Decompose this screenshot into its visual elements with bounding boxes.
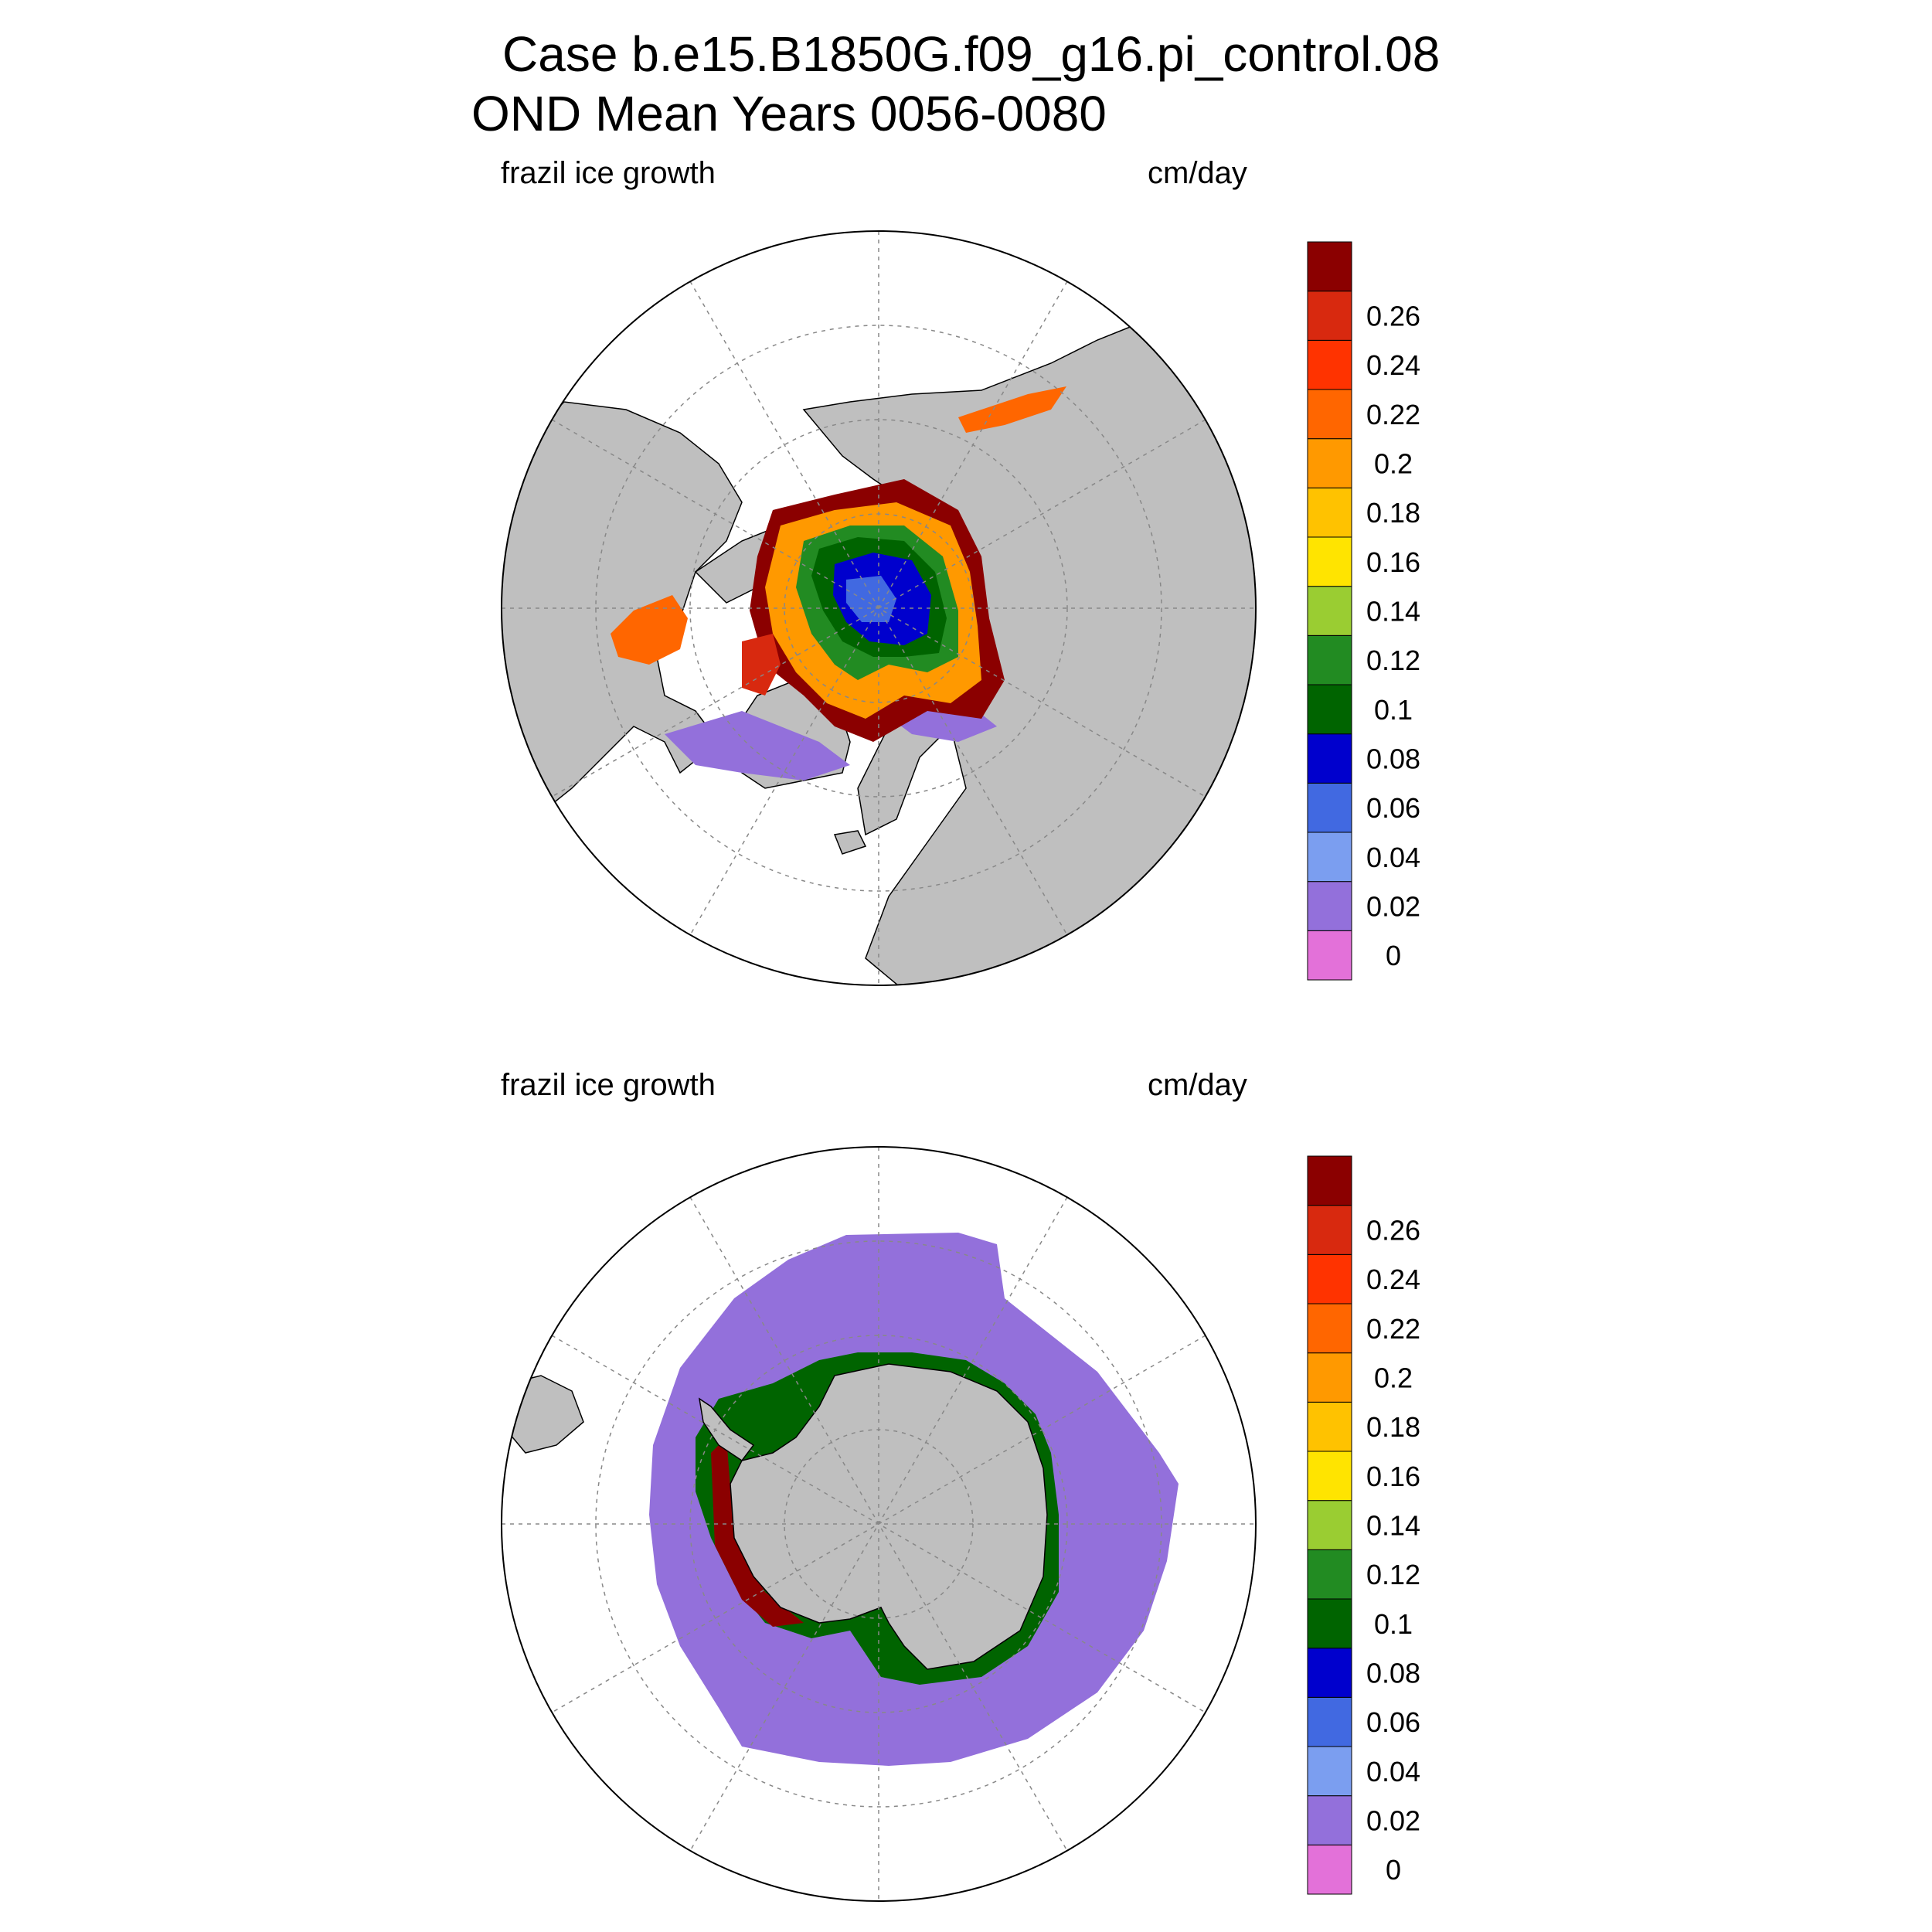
south-colorbar-box: [1307, 1549, 1352, 1600]
north-colorbar-tick-label: 0.16: [1366, 546, 1420, 578]
south-colorbar-box: [1307, 1205, 1352, 1255]
north-ice-bering: [958, 386, 1066, 433]
south-panel-variable-label: frazil ice growth: [501, 1068, 716, 1102]
south-colorbar-tick-label: 0.04: [1366, 1756, 1420, 1787]
south-colorbar-tick-label: 0.26: [1366, 1215, 1420, 1247]
south-colorbar-box: [1307, 1451, 1352, 1502]
north-colorbar: 0 0.02 0.04 0.06 0.08 0.1 0.12 0.14 0.16 0.18 0.2 0…: [1307, 241, 1420, 981]
north-polar-map: [501, 230, 1257, 986]
north-colorbar-tick-label: 0.22: [1366, 399, 1420, 430]
south-colorbar-tick-label: 0.12: [1366, 1559, 1420, 1590]
south-colorbar-tick-label: 0.18: [1366, 1411, 1420, 1443]
north-colorbar-box: [1307, 291, 1352, 341]
north-colorbar-box: [1307, 832, 1352, 883]
north-colorbar-box: [1307, 536, 1352, 587]
south-colorbar-box: [1307, 1155, 1352, 1206]
south-graticule: [502, 1147, 1256, 1901]
north-panel-units-label: cm/day: [1148, 156, 1247, 190]
south-colorbar-tick-label: 0.1: [1374, 1608, 1413, 1640]
north-colorbar-box: [1307, 634, 1352, 685]
south-colorbar-tick-label: 0.22: [1366, 1313, 1420, 1345]
north-colorbar-box: [1307, 733, 1352, 784]
north-colorbar-tick-label: 0.26: [1366, 301, 1420, 332]
south-map-border: [501, 1146, 1257, 1902]
south-colorbar-tick-label: 0.2: [1374, 1362, 1413, 1394]
north-colorbar-tick-label: 0.08: [1366, 743, 1420, 775]
north-ice-baffin: [742, 634, 781, 696]
south-colorbar-box: [1307, 1696, 1352, 1747]
north-colorbar-tick-label: 0.12: [1366, 645, 1420, 676]
north-graticule: [502, 231, 1256, 985]
south-colorbar-tick-label: 0.14: [1366, 1510, 1420, 1542]
north-colorbar-tick-label: 0.14: [1366, 596, 1420, 628]
north-colorbar-box: [1307, 438, 1352, 488]
north-colorbar-box: [1307, 586, 1352, 636]
north-colorbar-tick-label: 0.04: [1366, 842, 1420, 873]
north-colorbar-box: [1307, 487, 1352, 538]
south-colorbar-box: [1307, 1253, 1352, 1304]
south-colorbar-tick-label: 0: [1386, 1854, 1401, 1886]
south-polar-map: [501, 1146, 1257, 1902]
south-colorbar-box: [1307, 1500, 1352, 1550]
figure-title-line2: OND Mean Years 0056-0080: [471, 86, 1107, 141]
north-land-north-america: [502, 401, 743, 821]
north-colorbar-tick-label: 0.2: [1374, 448, 1413, 480]
south-colorbar-box: [1307, 1844, 1352, 1895]
north-colorbar-tick-label: 0: [1386, 940, 1401, 971]
north-map-border: [501, 230, 1257, 986]
north-colorbar-box: [1307, 930, 1352, 981]
north-ice-hudson-bay: [611, 595, 688, 665]
north-colorbar-tick-label: 0.02: [1366, 891, 1420, 923]
south-colorbar-tick-label: 0.02: [1366, 1805, 1420, 1837]
north-colorbar-box: [1307, 389, 1352, 440]
north-panel-variable-label: frazil ice growth: [501, 156, 716, 190]
north-colorbar-tick-label: 0.1: [1374, 694, 1413, 726]
south-panel-units-label: cm/day: [1148, 1068, 1247, 1102]
south-colorbar-box: [1307, 1746, 1352, 1797]
north-colorbar-box: [1307, 339, 1352, 390]
south-colorbar-box: [1307, 1401, 1352, 1452]
south-colorbar-box: [1307, 1648, 1352, 1698]
south-land-peninsula: [698, 1397, 755, 1462]
figure-title-line1: Case b.e15.B1850G.f09_g16.pi_control.08: [502, 26, 1440, 82]
north-colorbar-box: [1307, 782, 1352, 833]
south-colorbar-tick-label: 0.06: [1366, 1706, 1420, 1738]
south-colorbar-box: [1307, 1352, 1352, 1403]
south-colorbar-tick-label: 0.16: [1366, 1461, 1420, 1492]
south-colorbar: 0 0.02 0.04 0.06 0.08 0.1 0.12 0.14 0.16 0.18 0.2 0…: [1307, 1155, 1420, 1895]
south-colorbar-box: [1307, 1598, 1352, 1649]
north-colorbar-tick-label: 0.18: [1366, 497, 1420, 529]
north-colorbar-tick-label: 0.06: [1366, 792, 1420, 824]
north-ice-lightblue: [846, 576, 896, 622]
south-colorbar-tick-label: 0.24: [1366, 1264, 1420, 1295]
south-colorbar-box: [1307, 1303, 1352, 1354]
south-ice-red-margin: [711, 1437, 804, 1627]
south-colorbar-box: [1307, 1795, 1352, 1845]
north-colorbar-tick-label: 0.24: [1366, 349, 1420, 381]
north-colorbar-box: [1307, 241, 1352, 292]
north-colorbar-box: [1307, 881, 1352, 931]
north-land-iceland: [833, 830, 867, 855]
south-colorbar-tick-label: 0.08: [1366, 1658, 1420, 1689]
north-colorbar-box: [1307, 684, 1352, 735]
